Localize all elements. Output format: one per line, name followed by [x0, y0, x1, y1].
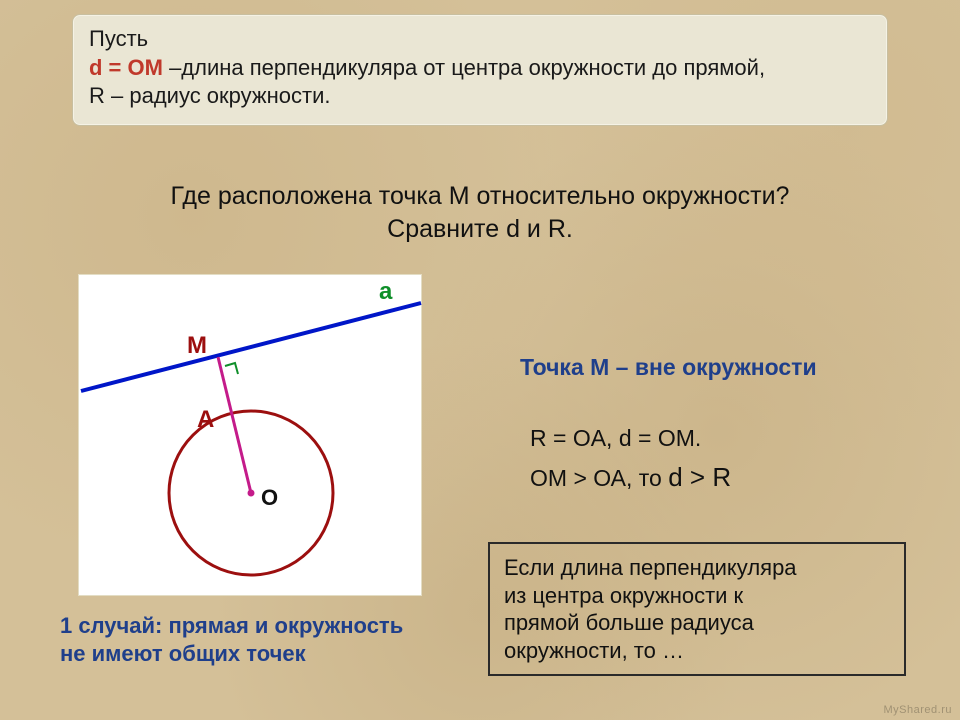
panel-line2-highlight: d = ОМ: [89, 55, 169, 80]
segment-om: [218, 357, 251, 493]
panel-line1: Пусть: [89, 25, 871, 54]
concl-l2: из центра окружности к: [504, 582, 890, 610]
center-dot: [248, 490, 255, 497]
point-m-statement: Точка М – вне окружности: [520, 354, 920, 381]
line-a: [81, 303, 421, 391]
label-O: O: [261, 485, 278, 510]
relation-line2-result: d > R: [668, 462, 731, 492]
case1-caption: 1 случай: прямая и окружность не имеют о…: [60, 612, 460, 667]
relation-block: R = OA, d = OM. ОМ > ОА, то d > R: [530, 420, 930, 498]
diagram-svg: a M A O: [79, 275, 423, 597]
panel-line3: R – радиус окружности.: [89, 82, 871, 111]
case1-line1: 1 случай: прямая и окружность: [60, 612, 460, 640]
concl-l1: Если длина перпендикуляра: [504, 554, 890, 582]
conclusion-box: Если длина перпендикуляра из центра окру…: [488, 542, 906, 676]
question-line1: Где расположена точка М относительно окр…: [0, 180, 960, 213]
concl-l4: окружности, то …: [504, 637, 890, 665]
label-M: M: [187, 332, 207, 359]
intro-panel: Пусть d = ОМ –длина перпендикуляра от це…: [72, 14, 888, 126]
relation-line2-pre: ОМ > ОА, то: [530, 465, 668, 491]
case1-line2: не имеют общих точек: [60, 640, 460, 668]
geometry-diagram: a M A O: [78, 274, 422, 596]
perpendicular-mark: [225, 363, 238, 374]
label-a: a: [379, 278, 393, 305]
relation-line2: ОМ > ОА, то d > R: [530, 457, 930, 499]
question-block: Где расположена точка М относительно окр…: [0, 180, 960, 245]
question-line2: Сравните d и R.: [0, 213, 960, 246]
concl-l3: прямой больше радиуса: [504, 609, 890, 637]
panel-line2: d = ОМ –длина перпендикуляра от центра о…: [89, 54, 871, 83]
label-A: A: [197, 406, 214, 433]
relation-line1: R = OA, d = OM.: [530, 420, 930, 457]
panel-line2-rest: –длина перпендикуляра от центра окружнос…: [169, 55, 765, 80]
watermark: MyShared.ru: [884, 704, 952, 716]
